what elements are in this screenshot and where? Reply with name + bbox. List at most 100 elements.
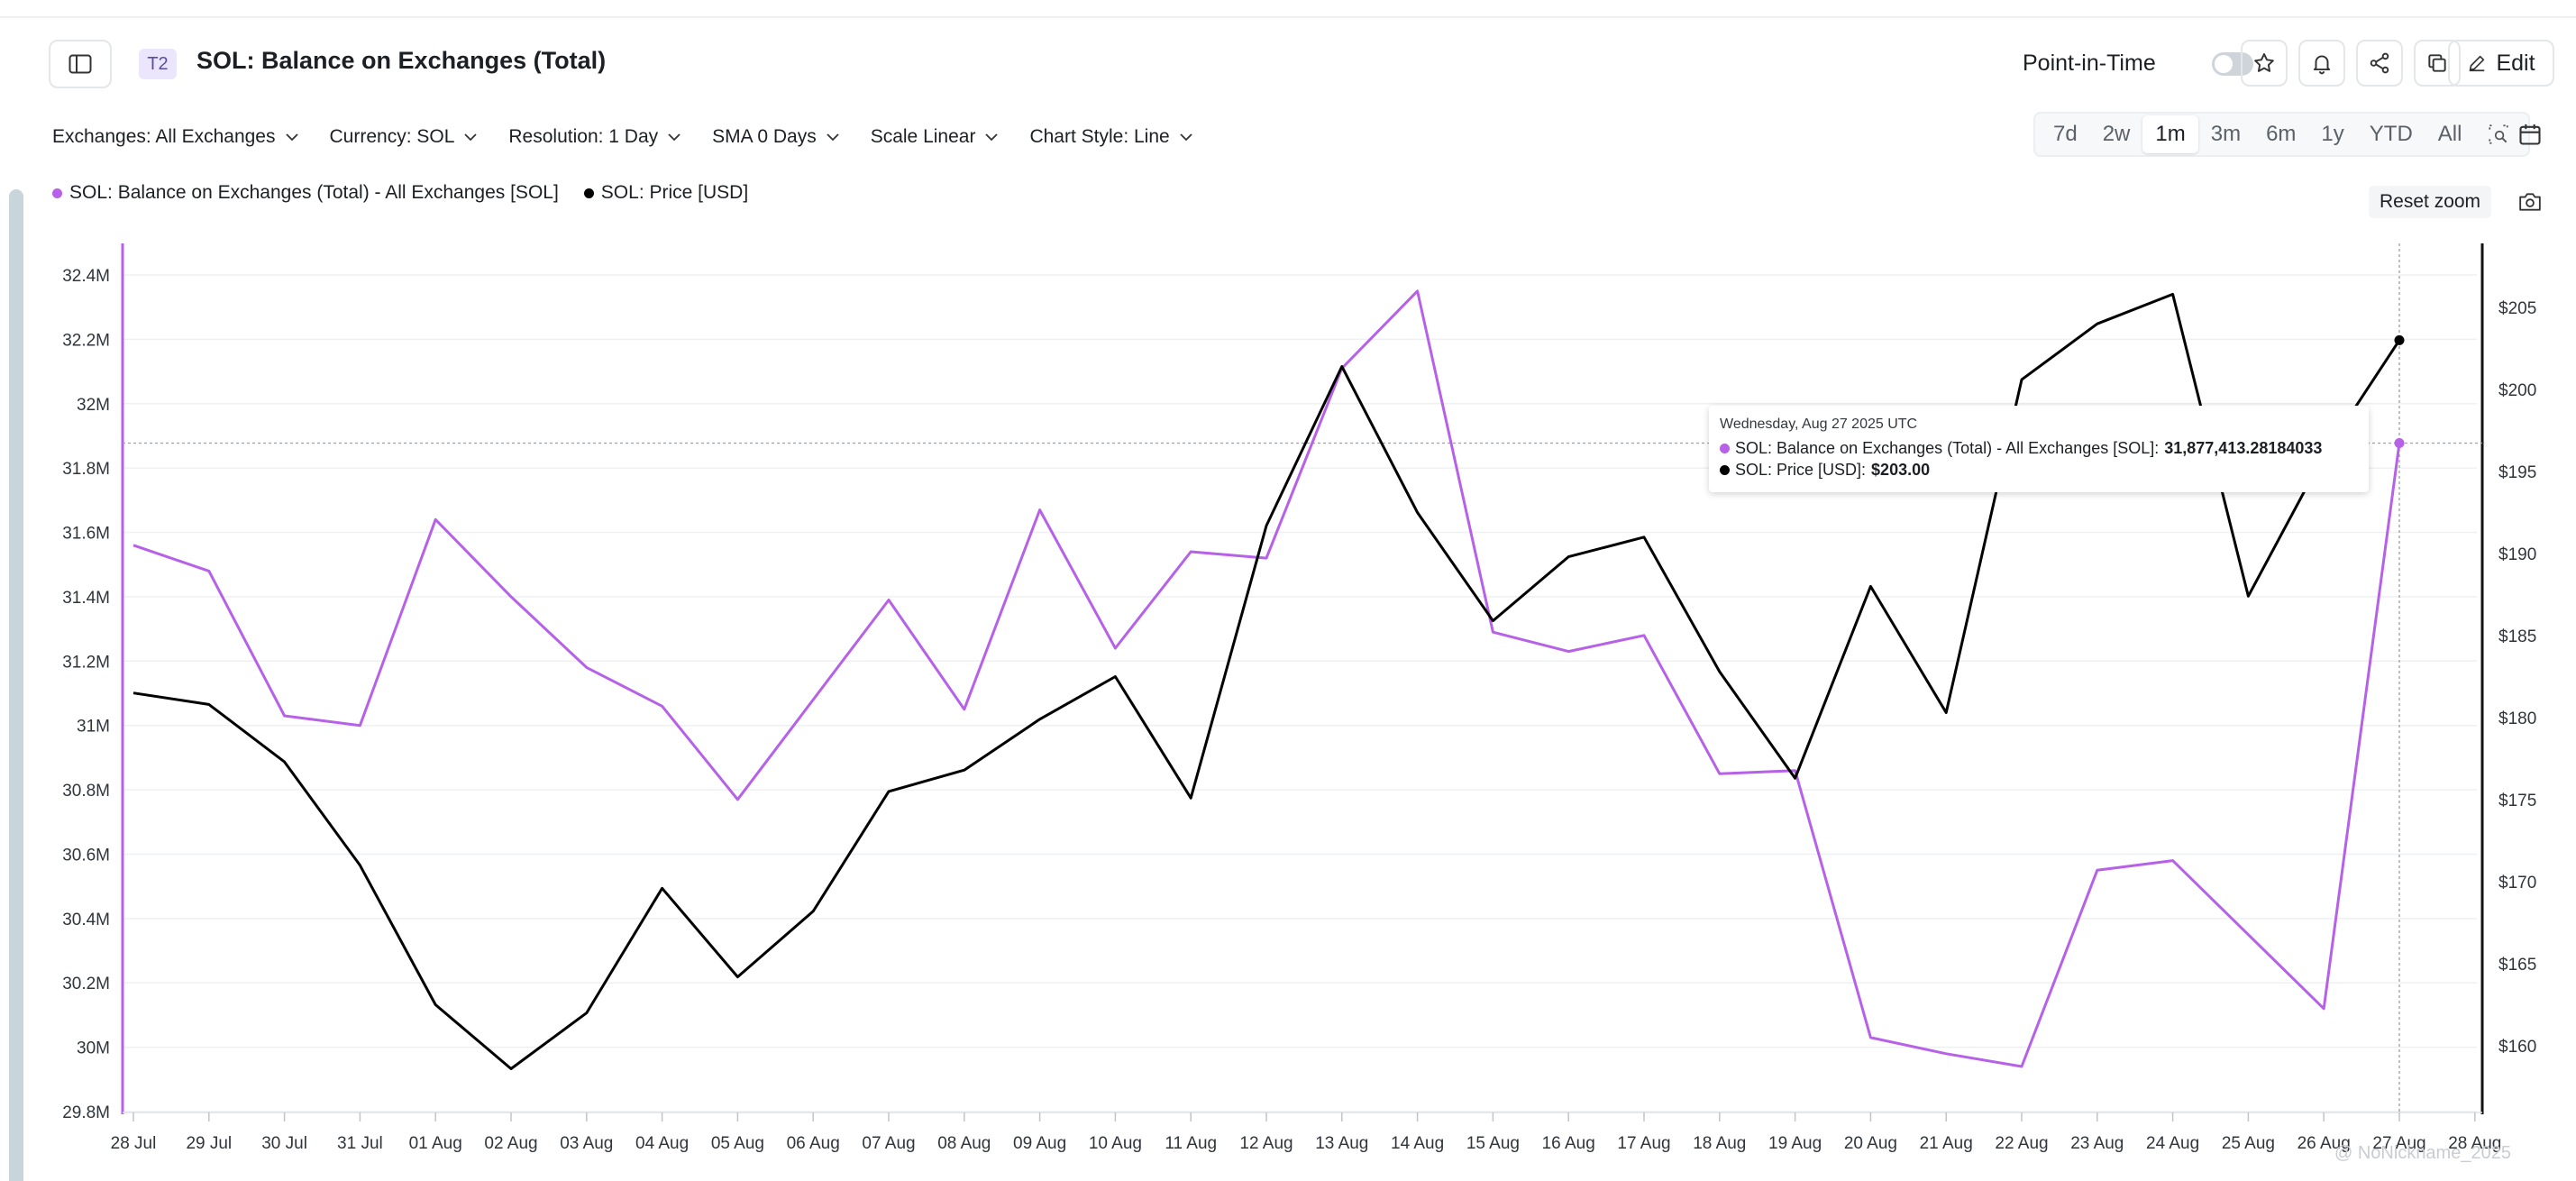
y-right-tick-label: $175 xyxy=(2498,792,2536,810)
page-scrollbar[interactable] xyxy=(9,189,23,1181)
x-tick-label: 16 Aug xyxy=(1542,1134,1595,1153)
range-1y-button[interactable]: 1y xyxy=(2321,122,2344,146)
price-hover-point xyxy=(2394,334,2405,345)
bell-icon xyxy=(2313,55,2331,75)
tooltip-dot xyxy=(1720,443,1730,453)
x-tick-label: 23 Aug xyxy=(2070,1134,2124,1153)
alert-button[interactable] xyxy=(2298,40,2345,87)
legend-dot xyxy=(52,188,62,198)
x-tick-label: 05 Aug xyxy=(711,1134,764,1153)
y-right-tick-label: $165 xyxy=(2498,956,2536,975)
x-tick-label: 25 Aug xyxy=(2222,1134,2275,1153)
x-tick-label: 02 Aug xyxy=(484,1134,537,1153)
balance-hover-point xyxy=(2394,438,2405,449)
calendar-icon xyxy=(2519,124,2541,145)
x-tick-label: 06 Aug xyxy=(787,1134,840,1153)
page-title: SOL: Balance on Exchanges (Total) xyxy=(196,47,607,74)
legend-item-balance[interactable]: SOL: Balance on Exchanges (Total) - All … xyxy=(52,182,559,204)
favorite-button[interactable] xyxy=(2241,40,2288,87)
range-all-button[interactable]: All xyxy=(2437,122,2462,146)
tooltip-row-balance: SOL: Balance on Exchanges (Total) - All … xyxy=(1720,437,2358,459)
chart-style-filter[interactable]: Chart Style: Line xyxy=(1029,123,1192,151)
x-tick-label: 20 Aug xyxy=(1844,1134,1897,1153)
filter-label: Resolution: 1 Day xyxy=(508,126,659,147)
star-icon xyxy=(2254,53,2274,72)
x-tick-label: 03 Aug xyxy=(560,1134,613,1153)
x-tick-label: 15 Aug xyxy=(1466,1134,1520,1153)
x-tick-label: 09 Aug xyxy=(1013,1134,1066,1153)
filter-label: SMA 0 Days xyxy=(712,126,817,147)
x-tick-label: 28 Jul xyxy=(111,1134,157,1153)
toggle-knob xyxy=(2215,55,2233,73)
tooltip-label: SOL: Balance on Exchanges (Total) - All … xyxy=(1735,439,2160,457)
screenshot-button[interactable] xyxy=(2515,188,2545,216)
y-right-tick-label: $195 xyxy=(2498,463,2536,482)
x-tick-label: 11 Aug xyxy=(1165,1134,1217,1153)
tooltip-value: 31,877,413.28184033 xyxy=(2164,439,2323,457)
share-button[interactable] xyxy=(2356,40,2403,87)
tooltip-date: Wednesday, Aug 27 2025 UTC xyxy=(1720,417,1918,432)
sma-filter[interactable]: SMA 0 Days xyxy=(712,123,840,151)
scale-filter[interactable]: Scale Linear xyxy=(871,123,1000,151)
exchanges-filter[interactable]: Exchanges: All Exchanges xyxy=(52,123,299,151)
top-divider xyxy=(0,16,2576,18)
x-tick-label: 30 Jul xyxy=(261,1134,307,1153)
x-tick-label: 08 Aug xyxy=(937,1134,991,1153)
x-tick-label: 18 Aug xyxy=(1693,1134,1746,1153)
range-7d-button[interactable]: 7d xyxy=(2053,122,2078,146)
zoom-select-icon xyxy=(2489,124,2509,144)
chevron-down-icon xyxy=(827,133,839,142)
sidebar-toggle-button[interactable] xyxy=(49,40,112,88)
filter-label: Currency: SOL xyxy=(329,126,455,147)
tooltip-label: SOL: Price [USD]: xyxy=(1735,461,1867,479)
reset-zoom-button[interactable]: Reset zoom xyxy=(2369,186,2492,218)
y-right-tick-label: $170 xyxy=(2498,874,2536,893)
filter-label: Chart Style: Line xyxy=(1029,126,1170,147)
chevron-down-icon xyxy=(668,133,681,142)
x-tick-label: 22 Aug xyxy=(1995,1134,2048,1153)
y-right-tick-label: $185 xyxy=(2498,627,2536,646)
legend-label: SOL: Balance on Exchanges (Total) - All … xyxy=(69,182,559,203)
y-left-tick-label: 32.4M xyxy=(62,267,110,286)
range-1m-button[interactable]: 1m xyxy=(2142,115,2198,153)
filter-bar: Exchanges: All Exchanges Currency: SOL R… xyxy=(52,123,1193,151)
chevron-down-icon xyxy=(464,133,478,142)
y-left-tick-label: 31.2M xyxy=(62,653,110,672)
duplicate-button[interactable] xyxy=(2414,40,2461,87)
legend-label: SOL: Price [USD] xyxy=(600,182,749,203)
point-in-time-toggle[interactable] xyxy=(2212,52,2253,76)
x-tick-label: 28 Aug xyxy=(2448,1134,2501,1153)
x-tick-label: 19 Aug xyxy=(1768,1134,1822,1153)
tier-badge: T2 xyxy=(139,49,177,79)
legend-item-price[interactable]: SOL: Price [USD] xyxy=(583,182,749,204)
currency-filter[interactable]: Currency: SOL xyxy=(330,123,479,151)
y-left-tick-label: 30.4M xyxy=(62,911,110,929)
chevron-down-icon xyxy=(1180,133,1192,142)
watermark-text: @ NoNickname_2025 xyxy=(2334,1143,2511,1163)
range-ytd-button[interactable]: YTD xyxy=(2369,122,2413,146)
edit-label: Edit xyxy=(2496,50,2535,76)
x-tick-label: 12 Aug xyxy=(1239,1134,1293,1153)
range-3m-button[interactable]: 3m xyxy=(2210,122,2242,146)
calendar-button[interactable] xyxy=(2507,112,2553,157)
x-tick-label: 24 Aug xyxy=(2146,1134,2199,1153)
tooltip-dot xyxy=(1720,464,1730,475)
y-left-tick-label: 30.8M xyxy=(62,782,110,801)
x-tick-label: 04 Aug xyxy=(635,1134,689,1153)
y-left-tick-label: 30M xyxy=(77,1039,110,1058)
x-tick-label: 27 Aug xyxy=(2372,1134,2425,1153)
y-left-tick-label: 31.4M xyxy=(62,589,110,608)
range-6m-button[interactable]: 6m xyxy=(2266,122,2297,146)
x-tick-label: 21 Aug xyxy=(1920,1134,1973,1153)
x-tick-label: 31 Jul xyxy=(337,1134,383,1153)
y-right-tick-label: $180 xyxy=(2498,710,2536,728)
range-2w-button[interactable]: 2w xyxy=(2102,122,2131,146)
y-left-tick-label: 32M xyxy=(77,396,110,415)
pencil-icon xyxy=(2470,55,2485,72)
legend-dot xyxy=(583,188,594,198)
zoom-select-button[interactable] xyxy=(2474,115,2523,153)
resolution-filter[interactable]: Resolution: 1 Day xyxy=(508,123,681,151)
edit-button[interactable]: Edit xyxy=(2448,40,2554,87)
camera-icon xyxy=(2519,193,2541,211)
